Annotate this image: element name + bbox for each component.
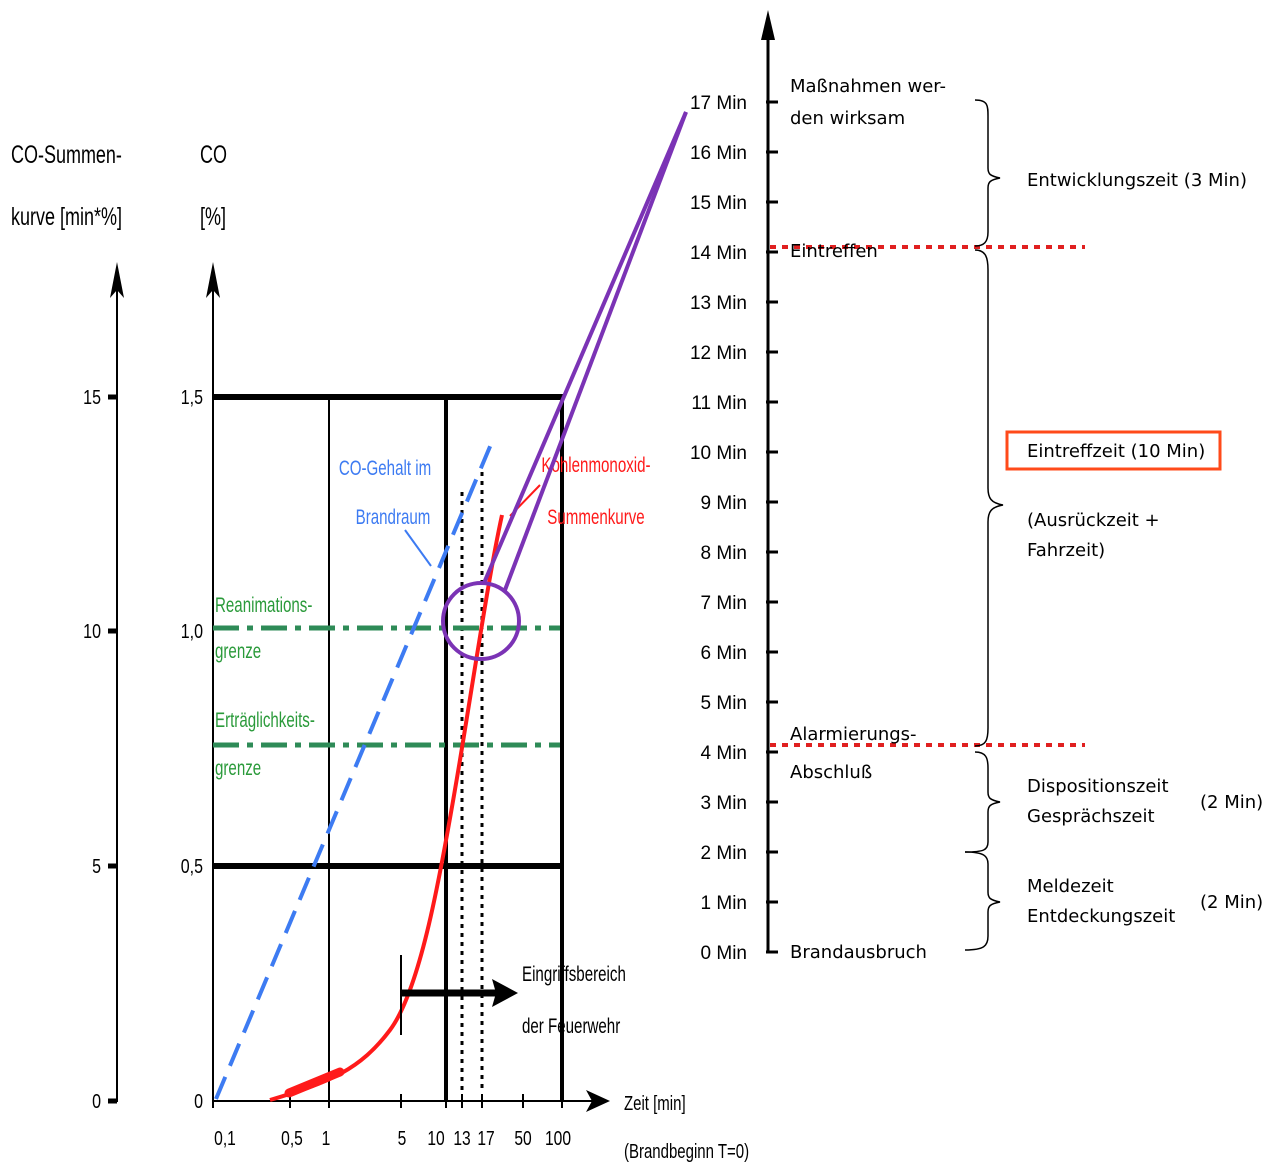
intervention-label-line2: der Feuerwehr [522, 1013, 620, 1037]
zoom-circle [441, 581, 521, 661]
timeline-tick-label: 3 Min [701, 793, 747, 814]
x-tick-label: 1 [322, 1127, 331, 1149]
co-axis-title-line1: CO [200, 140, 227, 169]
timeline-tick-label: 0 Min [701, 943, 747, 964]
x-tick-label: 17 [477, 1127, 494, 1149]
zoom-line-lower [503, 111, 688, 591]
co-sum-curve-start [284, 1067, 345, 1098]
timeline-tick-label: 1 Min [701, 893, 747, 914]
timeline-tick-label: 9 Min [701, 493, 747, 514]
intervention-label-line1: Eingriffsbereich [522, 961, 626, 985]
timeline-tick-label: 8 Min [701, 543, 747, 564]
phase-dispatch-duration: (2 Min) [1200, 792, 1263, 813]
phase-arrival-sub-line1: (Ausrückzeit + [1027, 510, 1160, 531]
phase-development: Entwicklungszeit (3 Min) [1027, 170, 1247, 191]
phase-report-line1: Meldezeit [1027, 876, 1114, 897]
co-tick-label: 0,5 [181, 855, 203, 877]
co-content-line [214, 436, 496, 1100]
sum-axis-arrowhead [110, 262, 124, 298]
event-alarm-line2: Abschluß [790, 762, 872, 783]
timeline-tick-label: 15 Min [690, 193, 747, 214]
x-tick-label: 0,5 [281, 1127, 303, 1149]
x-tick-label: 10 [427, 1127, 444, 1149]
intervention-arrowhead [492, 979, 518, 1007]
sum-axis-title-line2: kurve [min*%] [11, 202, 122, 231]
co-sum-label-line2: Summenkurve [547, 504, 644, 528]
brace-development [974, 99, 1001, 247]
tolerance-label-line2: grenze [215, 755, 261, 779]
timeline-tick-label: 7 Min [701, 593, 747, 614]
tolerance-label-line1: Erträglichkeits- [215, 707, 315, 731]
event-measures-line2: den wirksam [790, 108, 905, 129]
timeline-tick-label: 12 Min [690, 343, 747, 364]
x-tick-label: 100 [545, 1127, 571, 1149]
phase-arrival-sub-line2: Fahrzeit) [1027, 540, 1105, 561]
left-chart: CO-Summen- kurve [min*%] CO [%] 15 10 5 … [11, 111, 749, 1163]
arrival-time-highlight-box [1005, 430, 1222, 471]
sum-tick-label: 10 [83, 620, 101, 642]
reanimation-label-line2: grenze [215, 638, 261, 662]
sum-tick-label: 5 [92, 855, 101, 877]
co-axis-title-line2: [%] [200, 202, 226, 231]
timeline-arrowhead [761, 10, 775, 40]
brace-dispatch [964, 751, 1001, 853]
brace-report [964, 851, 1001, 951]
sum-tick-label: 0 [92, 1090, 101, 1112]
co-tick-label: 0 [194, 1090, 203, 1112]
brace-arrival-time [974, 249, 1004, 747]
x-tick-label: 13 [453, 1127, 470, 1149]
x-tick-label: 50 [514, 1127, 531, 1149]
phase-dispatch-line1: Dispositionszeit [1027, 776, 1169, 797]
timeline-tick-label: 14 Min [690, 243, 747, 264]
event-arrival: Eintreffen [790, 241, 878, 262]
phase-report-duration: (2 Min) [1200, 892, 1263, 913]
co-axis-arrowhead [206, 262, 220, 298]
co-label-line2: Brandraum [356, 504, 431, 528]
timeline-tick-label: 13 Min [690, 293, 747, 314]
x-tick-label: 5 [398, 1127, 407, 1149]
timeline-tick-label: 4 Min [701, 743, 747, 764]
co-tick-label: 1,0 [181, 620, 203, 642]
timeline-tick-label: 11 Min [691, 393, 747, 414]
zoom-line-upper [482, 111, 688, 584]
phase-dispatch-line2: Gesprächszeit [1027, 806, 1155, 827]
co-label-line1: CO-Gehalt im [339, 455, 431, 479]
phase-report-line2: Entdeckungszeit [1027, 906, 1175, 927]
co-sum-curve [269, 514, 504, 1102]
timeline-tick-label: 5 Min [701, 693, 747, 714]
x-axis-arrowhead [586, 1090, 610, 1112]
co-label-leader [404, 529, 432, 567]
co-sum-label-line1: Kohlenmonoxid- [541, 452, 650, 476]
event-fire-start: Brandausbruch [790, 942, 927, 963]
x-axis-title-line2: (Brandbeginn T=0) [624, 1140, 749, 1163]
reanimation-label-line1: Reanimations- [215, 592, 312, 616]
sum-tick-label: 15 [83, 386, 101, 408]
event-alarm-line1: Alarmierungs- [790, 724, 917, 745]
timeline: 17 Min 16 Min 15 Min 14 Min 13 Min 12 Mi… [690, 10, 1263, 964]
sum-axis-title-line1: CO-Summen- [11, 140, 122, 169]
event-measures-line1: Maßnahmen wer- [790, 76, 946, 97]
x-axis-title-line1: Zeit [min] [624, 1092, 686, 1115]
co-tick-label: 1,5 [181, 386, 203, 408]
timeline-tick-label: 16 Min [690, 143, 747, 164]
timeline-tick-label: 2 Min [701, 843, 747, 864]
timeline-tick-label: 10 Min [690, 443, 747, 464]
x-tick-label: 0,1 [214, 1127, 236, 1149]
timeline-tick-label: 17 Min [690, 93, 747, 114]
timeline-tick-label: 6 Min [701, 643, 747, 664]
phase-arrival-time: Eintreffzeit (10 Min) [1027, 441, 1205, 462]
